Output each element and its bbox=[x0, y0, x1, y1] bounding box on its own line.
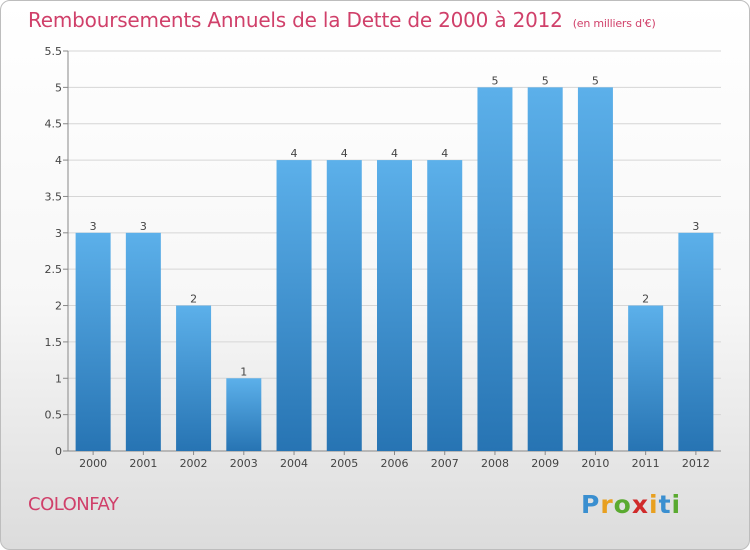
bar bbox=[377, 160, 412, 451]
data-labels: 3 3 2 1 4 4 4 4 5 5 5 2 3 bbox=[90, 74, 700, 378]
x-tick-label: 2006 bbox=[381, 457, 409, 470]
bar bbox=[628, 305, 664, 451]
x-tick-label: 2000 bbox=[79, 457, 107, 470]
bars bbox=[75, 87, 714, 451]
bar bbox=[527, 87, 563, 451]
data-label: 3 bbox=[692, 220, 699, 233]
bar bbox=[125, 232, 161, 451]
x-tick-label: 2001 bbox=[129, 457, 157, 470]
data-label: 4 bbox=[291, 147, 298, 160]
chart-units: (en milliers d'€) bbox=[572, 17, 656, 30]
data-label: 4 bbox=[341, 147, 348, 160]
bar bbox=[427, 160, 463, 451]
y-tick-label: 4 bbox=[55, 154, 62, 167]
bar bbox=[176, 305, 212, 451]
y-tick-label: 0 bbox=[55, 445, 62, 458]
y-tick-label: 2.5 bbox=[45, 263, 63, 276]
data-label: 5 bbox=[491, 74, 498, 87]
logo-letter: x bbox=[631, 490, 649, 519]
y-tick-label: 4.5 bbox=[45, 118, 63, 131]
x-tick-label: 2007 bbox=[431, 457, 459, 470]
y-tick-label: 0.5 bbox=[45, 409, 63, 422]
data-label: 2 bbox=[642, 293, 649, 306]
bar bbox=[477, 87, 513, 451]
x-tick-label: 2009 bbox=[531, 457, 559, 470]
data-label: 1 bbox=[240, 365, 247, 378]
y-tick-label: 1 bbox=[55, 372, 62, 385]
bar bbox=[276, 160, 312, 451]
data-label: 2 bbox=[190, 293, 197, 306]
chart-title: Remboursements Annuels de la Dette de 20… bbox=[28, 8, 656, 32]
x-tick-label: 2005 bbox=[330, 457, 358, 470]
data-label: 4 bbox=[391, 147, 398, 160]
logo-letter: P bbox=[581, 490, 601, 519]
logo-letter: r bbox=[600, 490, 614, 519]
y-tick-label: 3.5 bbox=[45, 190, 63, 203]
y-tick-label: 5.5 bbox=[45, 45, 63, 58]
x-tick-label: 2011 bbox=[632, 457, 660, 470]
x-tick-label: 2010 bbox=[581, 457, 609, 470]
bar bbox=[75, 232, 111, 451]
y-tick-label: 5 bbox=[55, 81, 62, 94]
bar bbox=[226, 378, 262, 451]
logo-letter: i bbox=[671, 490, 682, 519]
logo-letter: t bbox=[658, 490, 672, 519]
logo-letter: o bbox=[613, 490, 632, 519]
data-label: 4 bbox=[441, 147, 448, 160]
y-tick-label: 1.5 bbox=[45, 336, 63, 349]
data-label: 3 bbox=[140, 220, 147, 233]
bar bbox=[326, 160, 362, 451]
commune-name: COLONFAY bbox=[28, 494, 119, 515]
bar bbox=[678, 232, 714, 451]
chart-title-text: Remboursements Annuels de la Dette de 20… bbox=[28, 8, 563, 32]
logo-letter: i bbox=[649, 490, 659, 519]
x-tick-label: 2002 bbox=[180, 457, 208, 470]
y-tick-label: 3 bbox=[55, 227, 62, 240]
x-tick-label: 2012 bbox=[682, 457, 710, 470]
x-tick-label: 2008 bbox=[481, 457, 509, 470]
bar bbox=[577, 87, 613, 451]
x-tick-label: 2004 bbox=[280, 457, 308, 470]
proxiti-logo: Proxiti bbox=[581, 490, 681, 519]
y-tick-labels: 0 0.5 1 1.5 2 2.5 3 3.5 4 4.5 5 5.5 bbox=[45, 45, 63, 458]
data-label: 5 bbox=[542, 74, 549, 87]
x-tick-label: 2003 bbox=[230, 457, 258, 470]
data-label: 5 bbox=[592, 74, 599, 87]
y-tick-label: 2 bbox=[55, 300, 62, 313]
x-tick-labels: 2000 2001 2002 2003 2004 2005 2006 2007 2008 2009… bbox=[79, 457, 710, 470]
data-label: 3 bbox=[90, 220, 97, 233]
